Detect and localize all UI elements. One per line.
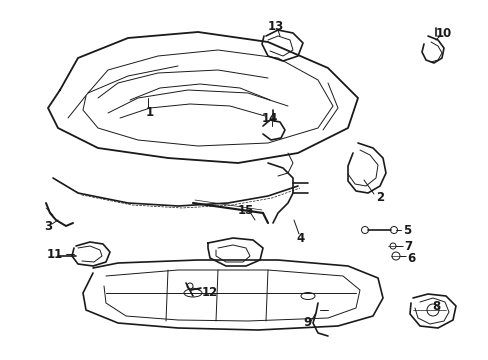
Text: 11: 11 xyxy=(47,248,63,261)
Circle shape xyxy=(391,252,399,260)
Circle shape xyxy=(389,243,395,249)
Text: 4: 4 xyxy=(296,231,305,244)
Text: 10: 10 xyxy=(435,27,451,40)
Text: 1: 1 xyxy=(145,105,154,118)
Text: 7: 7 xyxy=(403,239,411,252)
Text: 15: 15 xyxy=(237,203,254,216)
Circle shape xyxy=(361,226,368,234)
Text: 14: 14 xyxy=(261,112,278,125)
Text: 8: 8 xyxy=(431,300,439,312)
Text: 12: 12 xyxy=(202,285,218,298)
Text: 2: 2 xyxy=(375,190,384,203)
Text: 9: 9 xyxy=(303,316,311,329)
Text: 3: 3 xyxy=(44,220,52,233)
Text: 5: 5 xyxy=(402,224,410,237)
Circle shape xyxy=(390,226,397,234)
Text: 6: 6 xyxy=(406,252,414,265)
Text: 13: 13 xyxy=(267,19,284,32)
